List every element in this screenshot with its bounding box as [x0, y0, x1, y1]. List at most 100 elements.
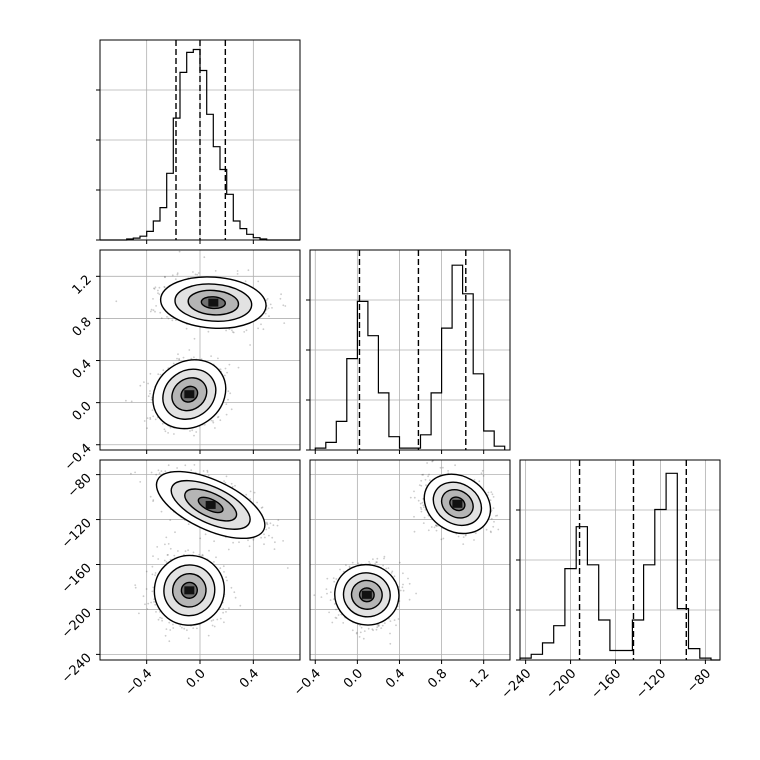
sample-point: [155, 473, 158, 476]
sample-point: [203, 423, 206, 426]
sample-point: [194, 273, 197, 276]
sample-point: [253, 491, 256, 494]
sample-point: [234, 484, 236, 487]
sample-point: [260, 507, 263, 509]
sample-point: [181, 626, 183, 629]
density-peak: [208, 298, 219, 307]
sample-point: [328, 611, 330, 614]
sample-point: [159, 616, 162, 619]
panel-frame: [309, 249, 511, 451]
sample-point: [160, 510, 163, 513]
sample-point: [193, 464, 196, 466]
sample-point: [284, 305, 287, 307]
sample-point: [395, 624, 397, 627]
sample-point: [177, 550, 179, 552]
sample-point: [474, 532, 477, 535]
sample-point: [230, 586, 233, 589]
sample-point: [447, 470, 449, 472]
sample-point: [426, 462, 428, 464]
sample-point: [231, 485, 234, 488]
sample-point: [257, 327, 259, 330]
sample-point: [236, 270, 239, 272]
sample-point: [187, 523, 190, 526]
sample-point: [424, 478, 427, 481]
sample-point: [228, 328, 231, 330]
sample-point: [115, 300, 118, 303]
sample-point: [184, 464, 187, 467]
sample-point: [223, 571, 225, 573]
sample-point: [219, 368, 222, 371]
sample-point: [480, 472, 483, 475]
sample-point: [214, 427, 216, 429]
sample-point: [233, 591, 236, 594]
sample-point: [155, 611, 157, 613]
sample-point: [169, 558, 172, 561]
sample-point: [213, 561, 215, 563]
sample-point: [493, 520, 495, 523]
sample-point: [355, 632, 358, 635]
sample-point: [433, 526, 436, 529]
sample-point: [333, 603, 336, 605]
sample-point: [263, 543, 265, 546]
sample-point: [272, 524, 275, 527]
sample-point: [146, 417, 149, 419]
sample-point: [160, 317, 163, 320]
sample-point: [376, 626, 379, 629]
sample-point: [208, 549, 210, 552]
sample-point: [193, 337, 196, 340]
sample-point: [164, 470, 167, 473]
sample-point: [151, 573, 154, 576]
scatter-group: [115, 250, 287, 437]
sample-point: [331, 621, 334, 624]
sample-point: [427, 529, 430, 532]
sample-point: [402, 589, 405, 592]
sample-point: [163, 559, 166, 562]
sample-point: [489, 530, 492, 533]
sample-point: [153, 601, 155, 603]
sample-point: [211, 624, 214, 627]
sample-point: [266, 521, 268, 524]
sample-point: [227, 548, 230, 551]
sample-point: [491, 493, 494, 496]
sample-point: [260, 536, 262, 539]
sample-point: [152, 415, 155, 418]
sample-point: [165, 561, 168, 563]
sample-point: [266, 523, 269, 526]
sample-point: [230, 408, 233, 411]
sample-point: [430, 526, 433, 528]
panel-grid: [310, 250, 510, 450]
sample-point: [167, 543, 170, 545]
sample-point: [207, 474, 210, 477]
sample-point: [231, 331, 234, 333]
sample-point: [415, 592, 417, 595]
sample-point: [362, 637, 365, 640]
sample-point: [435, 529, 438, 532]
sample-point: [163, 428, 166, 431]
sample-point: [425, 484, 427, 487]
sample-point: [151, 565, 154, 568]
scatter-group: [130, 456, 289, 643]
sample-point: [263, 533, 265, 536]
sample-point: [473, 539, 475, 541]
sample-point: [248, 545, 251, 548]
sample-point: [212, 619, 215, 621]
sample-point: [210, 419, 213, 422]
sample-point: [408, 582, 411, 585]
sample-point: [268, 534, 270, 537]
sample-point: [175, 319, 177, 321]
sample-point: [152, 555, 154, 557]
sample-point: [134, 586, 137, 589]
sample-point: [153, 456, 155, 458]
sample-point: [273, 548, 276, 550]
sample-point: [266, 298, 269, 300]
sample-point: [225, 576, 228, 579]
sample-point: [269, 522, 272, 525]
sample-point: [431, 460, 434, 463]
sample-point: [282, 540, 284, 542]
sample-point: [206, 469, 209, 472]
sample-point: [215, 556, 217, 559]
histogram-step-1: [314, 264, 506, 450]
sample-point: [385, 567, 388, 570]
sample-point: [179, 625, 182, 627]
sample-point: [389, 620, 392, 622]
